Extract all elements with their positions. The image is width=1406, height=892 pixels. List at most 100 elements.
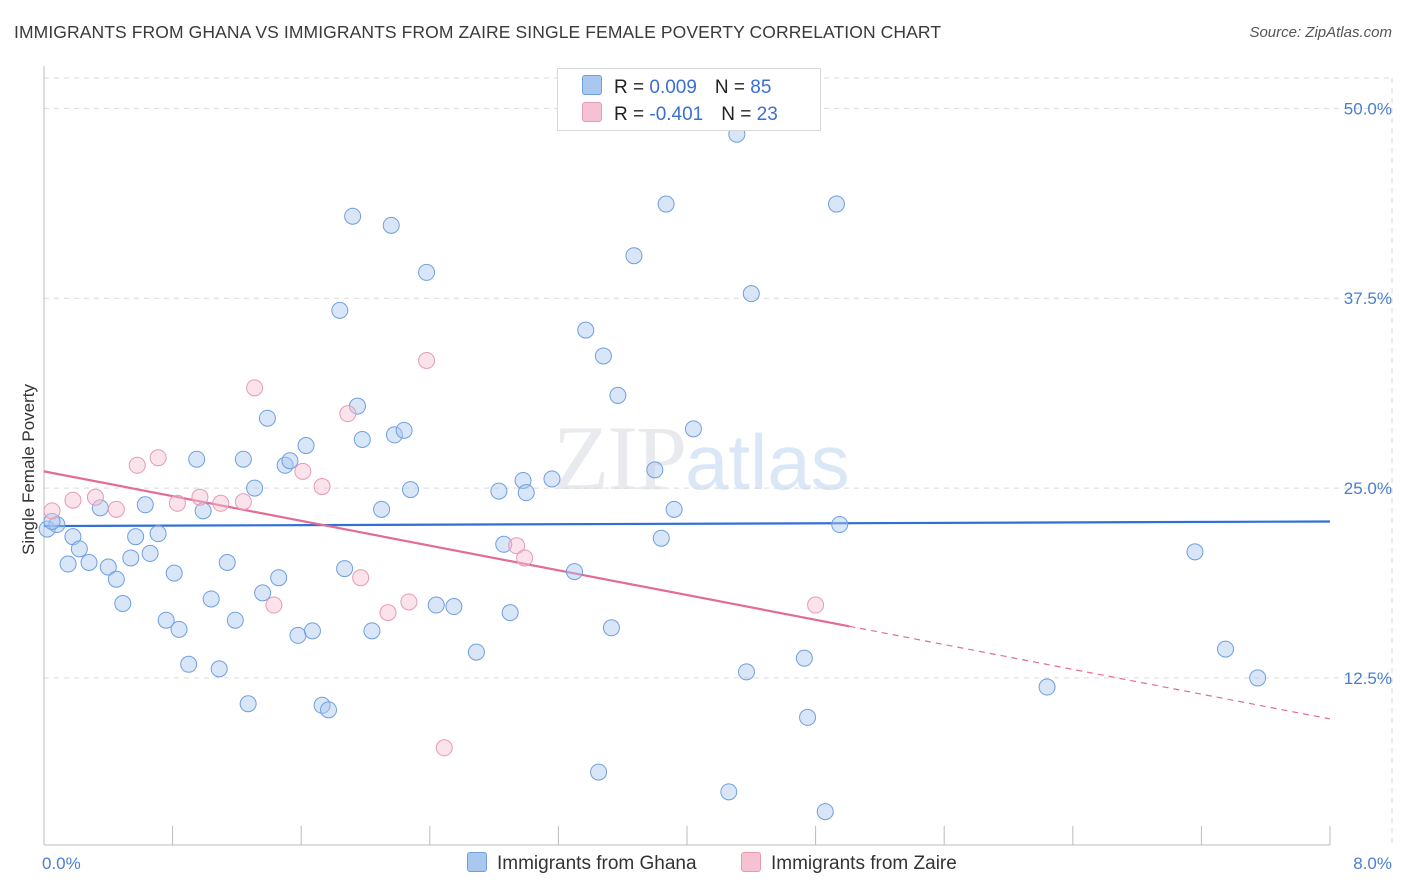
ghana-point [297,437,315,455]
zaire-point [86,488,104,506]
ghana-point [136,496,154,514]
ghana-point [590,763,608,781]
zaire-point [149,449,167,467]
bottom-legend-label-ghana: Immigrants from Ghana [497,853,697,874]
zaire-point [418,351,436,369]
ghana-point [363,622,381,640]
zaire-point [807,596,825,614]
legend-n-label: N = [721,104,757,125]
ghana-point [353,430,371,448]
zaire-point [313,478,331,496]
zaire-point [64,491,82,509]
ghana-point [59,555,77,573]
zaire-point [234,493,252,511]
legend-n-label: N = [714,77,751,98]
ghana-point [1217,640,1235,658]
zaire-point [379,604,397,622]
x-tick-label-right: 8.0% [1353,854,1392,873]
ghana-point [385,426,403,444]
ghana-point [467,643,485,661]
trend-line-zaire-extension [849,625,1331,720]
ghana-point [165,564,183,582]
ghana-point [418,263,436,281]
zaire-point [400,593,418,611]
ghana-point [827,195,845,213]
axes [43,66,1331,846]
ghana-point [281,452,299,470]
ghana-point [246,479,264,497]
trend-line-zaire [43,470,850,628]
ghana-point [99,558,117,576]
bottom-legend-ghana: Immigrants from Ghana [467,852,697,875]
ghana-point [170,620,188,638]
ghana-point [239,695,257,713]
ghana-point [831,516,849,534]
ghana-point [1186,543,1204,561]
legend-n-value: 85 [750,77,772,98]
x-tick-label-left: 0.0% [42,854,81,873]
y-tick-label: 25.0% [1344,479,1392,498]
ghana-point [258,409,276,427]
zaire-point [168,494,186,512]
ghana-point [226,611,244,629]
series-ghana [38,125,1267,821]
series-zaire [43,351,825,757]
ghana-point [141,544,159,562]
ghana-point [657,195,675,213]
zaire-point [128,456,146,474]
legend-n-value: 23 [756,104,778,125]
ghana-point [122,549,140,567]
ghana-point [652,529,670,547]
watermark-atlas: atlas [685,418,850,506]
trend-line-ghana [43,520,1331,528]
ghana-point [742,285,760,303]
legend-r-value: -0.401 [649,104,704,125]
ghana-point [577,321,595,339]
ghana-point [565,563,583,581]
zaire-point [212,494,230,512]
bottom-legend-swatch-zaire [741,852,761,872]
ghana-point [114,595,132,613]
y-axis-label: Single Female Poverty [19,383,38,555]
zaire-point [435,739,453,757]
ghana-point [816,803,834,821]
legend-r-label: R = [614,77,650,98]
ghana-point [127,528,145,546]
ghana-point [48,516,66,534]
ghana-point [107,570,125,588]
data-points [38,125,1267,821]
ghana-point [490,482,508,500]
ghana-point [445,598,463,616]
zaire-point [246,379,264,397]
watermark-zip: ZIP [553,407,687,509]
ghana-point [336,560,354,578]
y-tick-label: 12.5% [1344,669,1392,688]
ghana-point [234,450,252,468]
ghana-point [501,604,519,622]
ghana-point [795,649,813,667]
zaire-point [43,502,61,520]
ghana-point [194,502,212,520]
legend-row-ghana: R = 0.009 N = 85 [582,75,771,99]
legend-r-label: R = [614,104,650,125]
chart-title: IMMIGRANTS FROM GHANA VS IMMIGRANTS FROM… [14,22,942,42]
ghana-point [427,596,445,614]
ghana-point [684,420,702,438]
ghana-point [665,500,683,518]
ghana-point [625,247,643,265]
legend-r-value: 0.009 [649,77,697,98]
zaire-point [339,405,357,423]
ghana-point [720,783,738,801]
axis-labels: 12.5% 25.0% 37.5% 50.0% 0.0% 8.0% Single Femal… [19,99,1392,873]
legend-swatch-zaire [582,102,602,122]
ghana-point [395,421,413,439]
ghana-point [382,216,400,234]
correlation-legend: R = 0.009 N = 85 R = -0.401 N = 23 [557,68,821,131]
ghana-point [737,663,755,681]
ghana-point [202,590,220,608]
ghana-point [602,619,620,637]
ghana-point [331,301,349,319]
ghana-point [157,611,175,629]
ghana-point [180,655,198,673]
